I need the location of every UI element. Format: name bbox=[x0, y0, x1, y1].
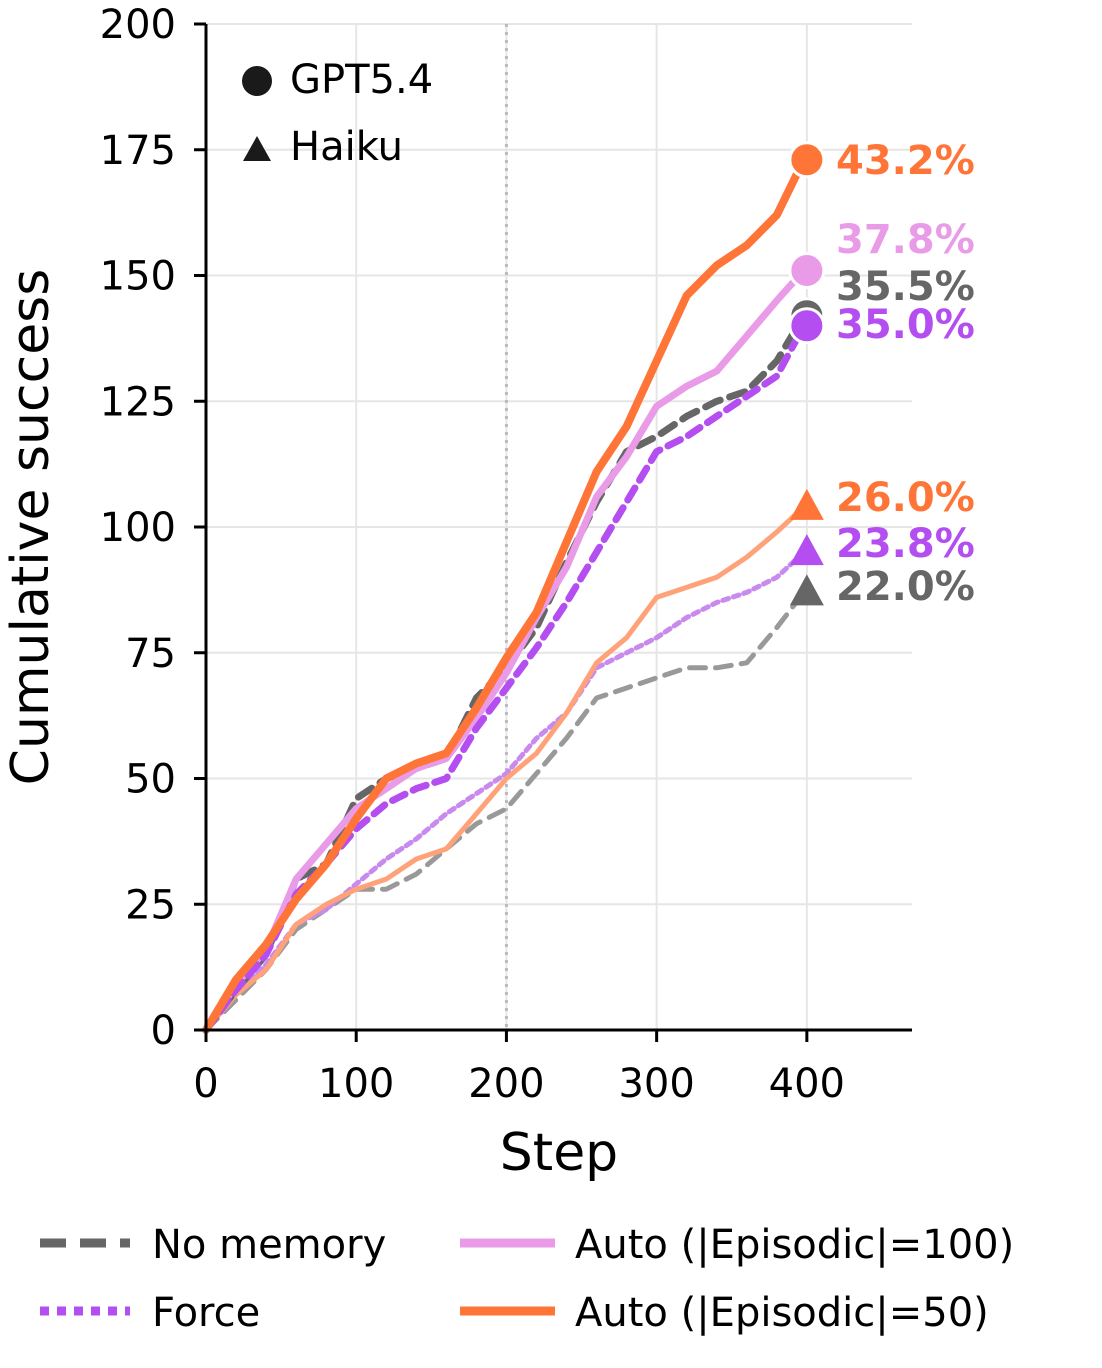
end-marker-circle bbox=[788, 251, 826, 289]
end-value-label: 35.0% bbox=[836, 302, 975, 348]
legend-force-label: Force bbox=[152, 1290, 260, 1336]
end-marker-circle bbox=[788, 141, 826, 179]
legend-auto-100-label: Auto (|Episodic|=100) bbox=[575, 1222, 1014, 1268]
x-axis-title: Step bbox=[500, 1123, 618, 1183]
haiku-legend-label: Haiku bbox=[290, 124, 403, 170]
y-tick-label: 175 bbox=[100, 128, 176, 174]
end-marker-triangle bbox=[789, 574, 824, 606]
y-tick-label: 50 bbox=[125, 757, 176, 803]
end-value-label: 22.0% bbox=[836, 564, 975, 610]
legend-auto-50-label: Auto (|Episodic|=50) bbox=[575, 1290, 989, 1336]
end-value-label: 35.5% bbox=[836, 264, 975, 310]
end-value-label: 37.8% bbox=[836, 217, 975, 263]
y-tick-label: 200 bbox=[100, 2, 176, 48]
series-line-haiku-force bbox=[203, 549, 807, 1033]
end-markers: 43.2% 37.8%35.5%35.0% 26.0%23.8%22.0% bbox=[788, 138, 975, 610]
gpt-legend-label: GPT5.4 bbox=[290, 57, 433, 103]
x-tick-label: 400 bbox=[769, 1061, 845, 1107]
haiku-legend-marker bbox=[243, 136, 271, 161]
series-line-haiku-auto-episodic-50 bbox=[203, 504, 807, 1033]
x-tick-label: 0 bbox=[193, 1061, 218, 1107]
marker-legend: GPT5.4 Haiku bbox=[242, 57, 433, 170]
gpt-legend-marker bbox=[242, 66, 272, 96]
axis-ticks: 0 25 50 75 100 125 150 175 200 0 100 200 300 400 bbox=[100, 2, 845, 1107]
grid-lines bbox=[206, 23, 912, 1030]
end-marker-triangle bbox=[789, 534, 824, 566]
series-lines bbox=[202, 155, 808, 1034]
y-tick-label: 75 bbox=[125, 631, 176, 677]
series-line-gpt54-auto-episodic-100 bbox=[202, 267, 808, 1034]
legend-no-memory-label: No memory bbox=[152, 1222, 386, 1268]
y-tick-label: 25 bbox=[125, 882, 176, 928]
y-axis-title: Cumulative success bbox=[1, 269, 61, 786]
series-line-haiku-no-memory bbox=[203, 589, 807, 1033]
end-marker-circle bbox=[788, 307, 826, 345]
x-tick-label: 200 bbox=[468, 1061, 544, 1107]
end-value-label: 43.2% bbox=[836, 138, 975, 184]
x-tick-label: 300 bbox=[618, 1061, 694, 1107]
series-line-gpt54-auto-episodic-50 bbox=[202, 155, 808, 1034]
x-tick-label: 100 bbox=[318, 1061, 394, 1107]
end-value-label: 23.8% bbox=[836, 521, 975, 567]
end-value-label: 26.0% bbox=[836, 475, 975, 521]
line-legend: No memory Force Auto (|Episodic|=100) Au… bbox=[40, 1222, 1014, 1336]
y-tick-label: 100 bbox=[100, 505, 176, 551]
y-tick-label: 125 bbox=[100, 379, 176, 425]
y-tick-label: 150 bbox=[100, 254, 176, 300]
end-marker-triangle bbox=[789, 488, 824, 520]
y-tick-label: 0 bbox=[151, 1008, 176, 1054]
